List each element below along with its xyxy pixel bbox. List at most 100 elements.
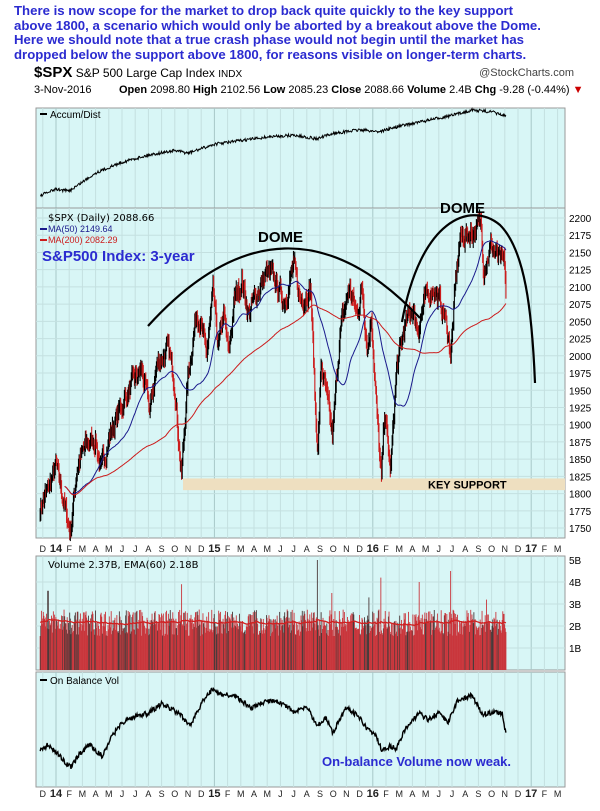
exchange: INDX <box>218 69 243 80</box>
dome-label-2: DOME <box>440 200 485 217</box>
obv-x-axis-label: F <box>542 789 548 799</box>
price-tick-label: 2175 <box>569 231 592 242</box>
obv-x-axis-label: J <box>437 789 442 799</box>
obv-x-axis-label: J <box>278 789 283 799</box>
price-tick-label: 1925 <box>569 403 592 414</box>
price-x-axis-label: F <box>383 544 389 554</box>
price-x-axis-label: M <box>422 544 430 554</box>
price-tick-label: 1900 <box>569 421 592 432</box>
obv-x-axis-label: J <box>450 789 455 799</box>
ma50-legend: MA(50) 2149.64 <box>48 224 113 234</box>
open-label: Open <box>119 84 148 96</box>
price-tick-label: 1825 <box>569 472 592 483</box>
index-name: S&P 500 Large Cap Index <box>75 66 215 80</box>
price-x-axis-label: N <box>185 544 192 554</box>
obv-x-axis-label: M <box>422 789 430 799</box>
panel-obv <box>35 671 566 788</box>
price-x-axis-label: 16 <box>367 543 379 555</box>
price-tick-label: 2000 <box>569 352 592 363</box>
obv-x-axis-label: M <box>554 789 562 799</box>
price-x-axis-label: M <box>79 544 87 554</box>
price-x-axis-label: J <box>450 544 455 554</box>
obv-x-axis-label: J <box>133 789 138 799</box>
obv-x-axis-label: N <box>185 789 192 799</box>
obv-x-axis-label: M <box>105 789 113 799</box>
chart-subtitle: S&P500 Index: 3-year <box>42 248 195 265</box>
low-label: Low <box>263 84 286 96</box>
quote-line: 3-Nov-2016 Open 2098.80 High 2102.56 Low… <box>34 84 584 96</box>
obv-x-axis-label: 15 <box>208 788 220 800</box>
obv-line <box>39 687 507 770</box>
price-x-axis-label: M <box>237 544 245 554</box>
volume-legend: Volume 2.37B, EMA(60) 2.18B <box>48 560 199 571</box>
volume-tick-label: 4B <box>569 578 582 589</box>
obv-x-axis-label: A <box>93 789 99 799</box>
price-x-axis-label: 15 <box>208 543 220 555</box>
obv-x-axis-label: O <box>488 789 495 799</box>
price-x-axis-label: J <box>291 544 296 554</box>
price-tick-label: 2050 <box>569 317 592 328</box>
ma200-legend: MA(200) 2082.29 <box>48 235 118 245</box>
price-x-axis-label: 14 <box>50 543 63 555</box>
volume-value: 2.4B <box>449 84 472 96</box>
price-x-axis-label: A <box>93 544 99 554</box>
annotation-text: There is now scope for the market to dro… <box>14 3 594 62</box>
obv-x-axis-label: F <box>225 789 231 799</box>
price-x-axis-label: F <box>542 544 548 554</box>
price-x-axis-label: S <box>159 544 165 554</box>
price-tick-label: 1950 <box>569 386 592 397</box>
accum-dist-title: Accum/Dist <box>50 110 101 121</box>
obv-x-axis-label: N <box>343 789 350 799</box>
annotation-line: There is now scope for the market to dro… <box>14 3 514 18</box>
obv-title: On Balance Vol <box>50 676 119 687</box>
obv-x-axis-label: S <box>475 789 481 799</box>
obv-x-axis-label: D <box>515 789 522 799</box>
price-x-axis-label: D <box>198 544 205 554</box>
price-tick-label: 2200 <box>569 214 592 225</box>
price-tick-label: 2150 <box>569 248 592 259</box>
ma50-line <box>64 240 507 495</box>
obv-x-axis-label: A <box>251 789 257 799</box>
price-x-axis-label: S <box>475 544 481 554</box>
price-tick-label: 1975 <box>569 369 592 380</box>
price-x-axis-label: 17 <box>525 543 537 555</box>
obv-x-axis-label: O <box>171 789 178 799</box>
price-x-axis-label: O <box>171 544 178 554</box>
close-label: Close <box>331 84 362 96</box>
dome-arc-1 <box>147 247 421 327</box>
low-value: 2085.23 <box>288 84 329 96</box>
obv-x-axis-label: S <box>159 789 165 799</box>
price-tick-label: 2025 <box>569 335 592 346</box>
price-x-axis-label: O <box>488 544 495 554</box>
price-x-axis-label: M <box>395 544 403 554</box>
price-x-axis-label: D <box>515 544 522 554</box>
price-x-axis-label: J <box>437 544 442 554</box>
price-x-axis-label: F <box>225 544 231 554</box>
volume-tick-label: 1B <box>569 644 582 655</box>
obv-x-axis-label: M <box>395 789 403 799</box>
volume-tick-label: 2B <box>569 622 582 633</box>
panel-ad <box>35 107 566 209</box>
key-support-label: KEY SUPPORT <box>428 480 507 492</box>
chg-label: Chg <box>474 84 497 96</box>
obv-x-axis-label: N <box>502 789 509 799</box>
chg-value: -9.28 (-0.44%) <box>499 84 570 96</box>
obv-x-axis-label: A <box>304 789 310 799</box>
price-tick-label: 2125 <box>569 266 592 277</box>
volume-tick-label: 5B <box>569 556 582 567</box>
price-tick-label: 1750 <box>569 524 592 535</box>
chart-header: $SPX S&P 500 Large Cap Index INDX @Stock… <box>34 64 574 81</box>
accum-dist-line <box>39 107 507 198</box>
price-x-axis-label: J <box>278 544 283 554</box>
dome-label-1: DOME <box>258 229 303 246</box>
price-tick-label: 1850 <box>569 455 592 466</box>
price-x-axis-label: M <box>263 544 271 554</box>
price-tick-label: 1875 <box>569 438 592 449</box>
price-x-axis-label: D <box>40 544 47 554</box>
obv-x-axis-label: F <box>66 789 72 799</box>
price-x-axis-label: J <box>120 544 125 554</box>
annotation-line: above 1800, a scenario which would only … <box>14 17 541 33</box>
price-x-axis-label: M <box>105 544 113 554</box>
annotation-line: dropped below the support above 1800, fo… <box>14 46 527 62</box>
ma200-line <box>64 303 507 496</box>
